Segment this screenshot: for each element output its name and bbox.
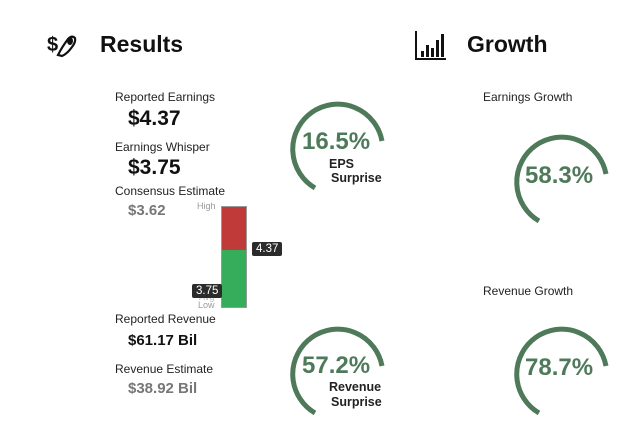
consensus-estimate-label: Consensus Estimate	[115, 184, 226, 198]
earnings-growth-label: Earnings Growth	[483, 90, 573, 104]
range-lower-segment	[222, 250, 246, 307]
earnings-growth-value: 58.3%	[525, 162, 594, 189]
revenue-growth-value: 78.7%	[525, 354, 594, 381]
growth-title: Growth	[467, 31, 548, 57]
revenue-surprise-pct: 57.2%	[302, 352, 371, 379]
range-high-label: High	[197, 201, 216, 211]
whisper-eps-tag: 3.75	[192, 284, 223, 298]
earnings-growth-ring	[514, 134, 609, 224]
revenue-surprise-caption-2: Surprise	[331, 395, 382, 409]
estimate-range-bar	[221, 206, 247, 308]
eps-surprise-caption-2: Surprise	[331, 171, 382, 185]
eps-surprise-pct: 16.5%	[302, 128, 371, 155]
actual-eps-tag: 4.37	[252, 242, 283, 256]
range-low-label: Low	[198, 300, 215, 310]
revenue-surprise-caption-1: Revenue	[329, 380, 382, 394]
revenue-growth-label: Revenue Growth	[483, 284, 574, 298]
reported-earnings-value: $4.37	[128, 107, 181, 130]
reported-revenue-value: $61.17 Bil	[128, 332, 198, 349]
revenue-estimate-value: $38.92 Bil	[128, 380, 198, 397]
eps-surprise-ring	[290, 101, 385, 191]
earnings-whisper-label: Earnings Whisper	[115, 140, 210, 154]
money-hand-icon: $	[46, 29, 78, 59]
revenue-estimate-label: Revenue Estimate	[115, 362, 214, 376]
bar-chart-icon	[414, 29, 448, 61]
svg-text:$: $	[47, 34, 58, 56]
results-title: Results	[100, 31, 184, 57]
earnings-whisper-value: $3.75	[128, 156, 181, 179]
range-upper-segment	[222, 207, 246, 250]
revenue-growth-ring	[514, 326, 609, 416]
consensus-estimate-value: $3.62	[128, 202, 166, 219]
reported-revenue-label: Reported Revenue	[115, 312, 216, 326]
revenue-surprise-ring	[290, 326, 385, 416]
reported-earnings-label: Reported Earnings	[115, 90, 216, 104]
eps-surprise-caption-1: EPS	[329, 157, 355, 171]
